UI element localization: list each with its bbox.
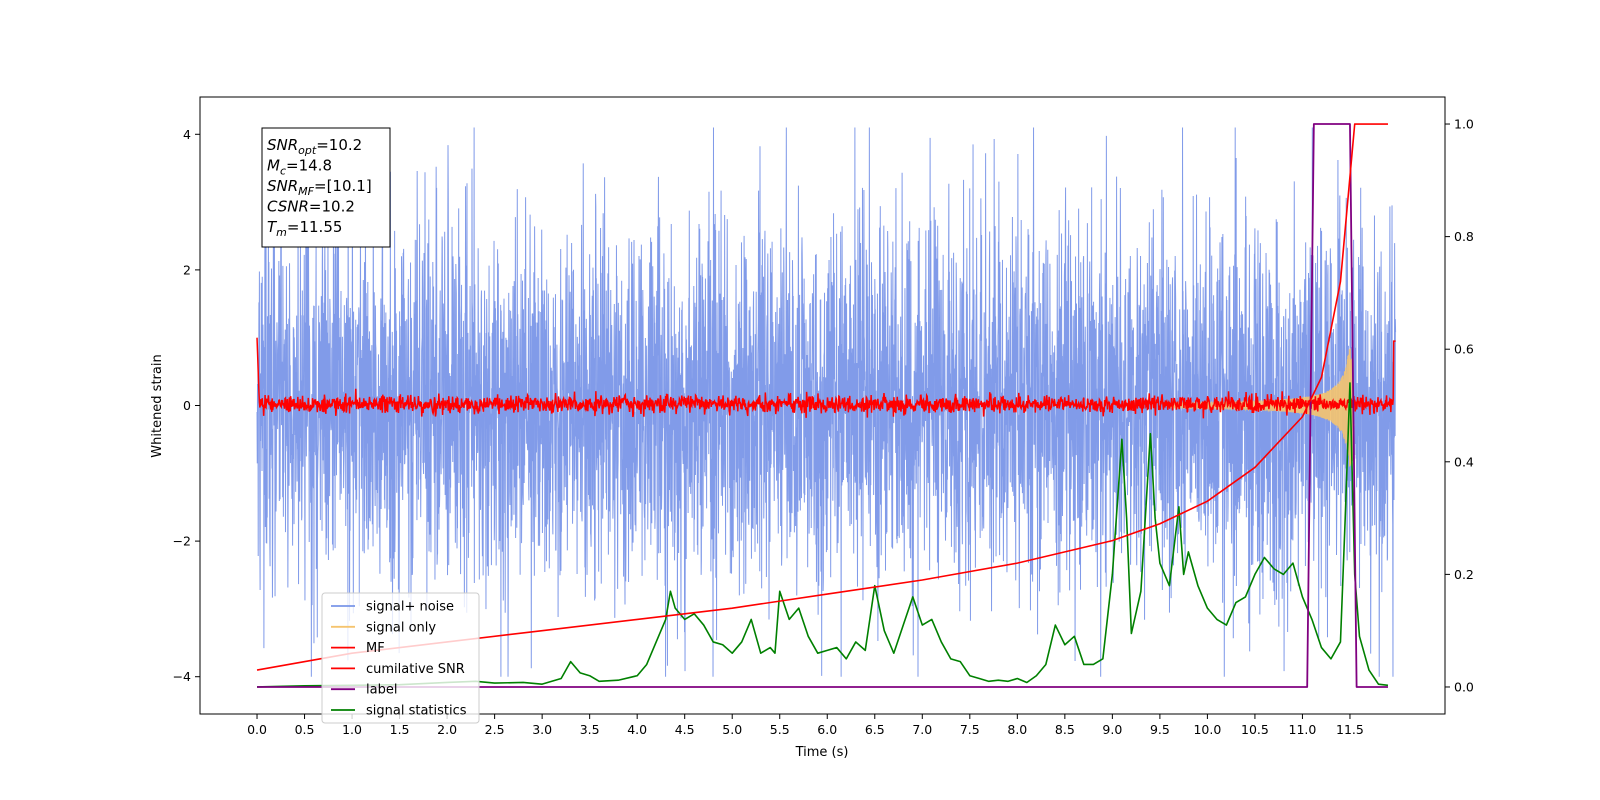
legend-label: signal only: [366, 620, 436, 635]
x-tick-label: 9.5: [1150, 722, 1170, 737]
info-box-subscript: opt: [298, 144, 317, 157]
x-tick-label: 4.5: [675, 722, 695, 737]
y-axis-label: Whitened strain: [150, 354, 165, 457]
info-box-symbol: M: [267, 157, 280, 175]
series-signal-statistics-line: [257, 382, 1389, 688]
legend-frame: [321, 592, 480, 724]
info-box-value: =10.2: [309, 198, 355, 216]
y2-tick-label: 0.8: [1454, 229, 1474, 244]
x-tick-label: 7.0: [912, 722, 932, 737]
info-box-line: Tm=11.55: [267, 218, 342, 239]
info-box-subscript: m: [276, 226, 287, 239]
y2-tick-label: 0.4: [1454, 454, 1474, 469]
info-box-symbol: T: [267, 218, 278, 236]
info-box-line: Mc=14.8: [267, 157, 332, 178]
info-box-symbol: SNR: [267, 177, 298, 195]
x-tick-label: 10.5: [1241, 722, 1269, 737]
x-tick-label: 9.0: [1102, 722, 1122, 737]
x-tick-label: 7.5: [960, 722, 980, 737]
x-tick-label: 1.5: [390, 722, 410, 737]
y-tick-label: 2: [183, 262, 191, 277]
y2-axis-ticks: 1.0 0.8 0.6 0.4 0.2 0.0: [1445, 117, 1474, 694]
y-tick-label: −4: [173, 669, 191, 684]
y2-tick-label: 1.0: [1454, 117, 1474, 132]
y-tick-label: −2: [173, 534, 191, 549]
x-tick-label: 11.5: [1336, 722, 1364, 737]
x-tick-label: 0.0: [247, 722, 267, 737]
legend-label: signal statistics: [366, 704, 467, 719]
info-box-subscript: c: [280, 165, 286, 178]
legend-label: MF: [366, 641, 385, 656]
y-tick-label: 4: [183, 127, 191, 142]
x-tick-label: 6.5: [865, 722, 885, 737]
info-box-value: =14.8: [286, 157, 332, 175]
info-box-value: =10.2: [316, 136, 362, 154]
x-tick-label: 2.0: [437, 722, 457, 737]
info-box-frame: [261, 127, 391, 248]
info-box-symbol: CSNR: [267, 198, 309, 216]
x-tick-label: 2.5: [485, 722, 505, 737]
x-tick-label: 5.5: [770, 722, 790, 737]
info-box-subscript: MF: [298, 185, 314, 198]
series-signal-noise-line: [256, 127, 1397, 677]
x-tick-label: 3.0: [532, 722, 552, 737]
y2-tick-label: 0.0: [1454, 679, 1474, 694]
x-tick-label: 4.0: [627, 722, 647, 737]
info-box-line: SNRopt=10.2: [267, 136, 362, 157]
legend-label: signal+ noise: [366, 600, 454, 615]
info-box-value: =11.55: [287, 218, 343, 236]
legend-label: label: [366, 683, 397, 698]
x-tick-label: 6.0: [817, 722, 837, 737]
series-layer: [256, 123, 1397, 688]
info-box-line: SNRMF=[10.1]: [267, 177, 372, 198]
info-box-line: CSNR=10.2: [267, 198, 355, 216]
y2-tick-label: 0.6: [1454, 342, 1474, 357]
series-mf-line: [256, 337, 1396, 419]
info-box: SNRopt=10.2Mc=14.8SNRMF=[10.1]CSNR=10.2T…: [261, 127, 391, 248]
x-tick-label: 1.0: [342, 722, 362, 737]
x-tick-label: 10.0: [1193, 722, 1221, 737]
x-tick-label: 3.5: [580, 722, 600, 737]
y-tick-label: 0: [183, 398, 191, 413]
x-tick-label: 8.0: [1007, 722, 1027, 737]
x-tick-label: 5.0: [722, 722, 742, 737]
y2-tick-label: 0.2: [1454, 567, 1474, 582]
x-tick-label: 11.0: [1289, 722, 1317, 737]
series-label-line: [257, 123, 1388, 688]
x-axis-label: Time (s): [795, 745, 849, 760]
x-tick-label: 8.5: [1055, 722, 1075, 737]
legend-label: cumilative SNR: [366, 662, 465, 677]
x-axis-ticks: 0.0 0.5 1.0 1.5 2.0 2.5 3.0 3.5 4.0 4.5 5.0 5.5 6.0 6…: [247, 714, 1364, 737]
info-box-value: =[10.1]: [314, 177, 372, 195]
info-box-symbol: SNR: [267, 136, 298, 154]
legend: signal+ noise signal only MF cumilative SNR…: [321, 592, 480, 724]
x-tick-label: 0.5: [295, 722, 315, 737]
series-cumulative-snr-line: [256, 123, 1388, 671]
y-axis-ticks: 4 2 0 −2 −4: [173, 127, 200, 684]
